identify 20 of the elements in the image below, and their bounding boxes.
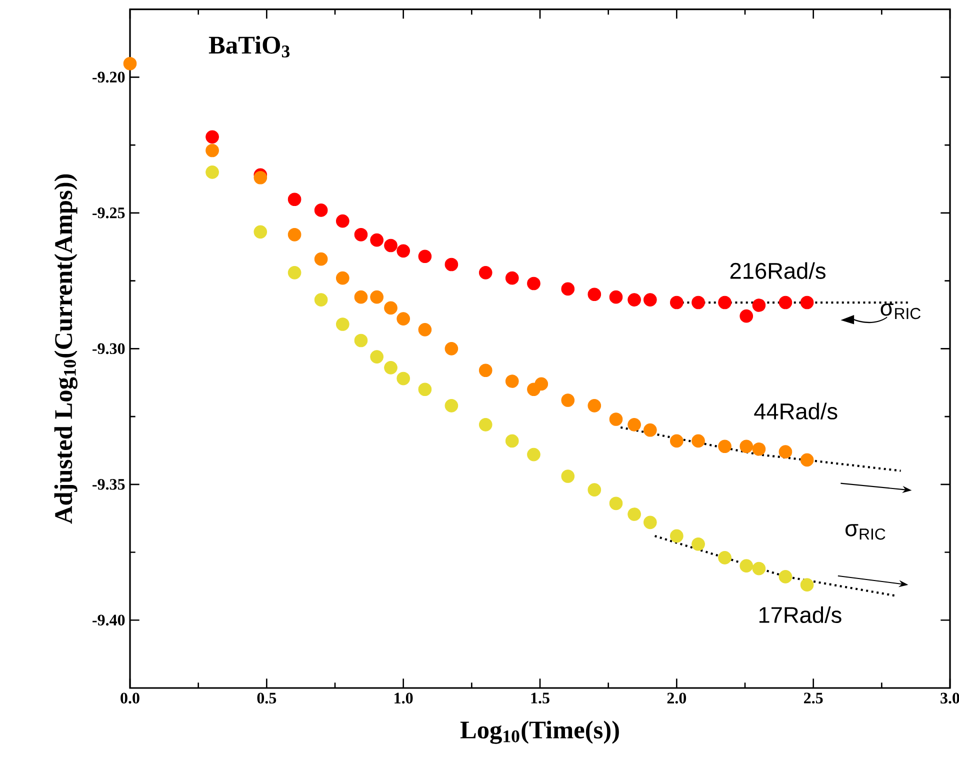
x-tick-label: 1.5 xyxy=(531,692,550,704)
x-tick-label: 0.0 xyxy=(120,692,140,704)
annotation: 17Rad/s xyxy=(759,606,842,624)
annotation: 44Rad/s xyxy=(754,402,838,420)
x-tick-label: 1.0 xyxy=(394,692,413,704)
y-tick-label: -9.40 xyxy=(92,614,125,626)
y-tick-label: -9.35 xyxy=(92,478,125,490)
y-tick-label: -9.30 xyxy=(92,343,125,354)
x-tick-label: 2.0 xyxy=(667,692,686,704)
x-axis-title: Log$_{10}$(Time(s)) xyxy=(460,720,619,744)
x-tick-label: 2.5 xyxy=(804,692,823,704)
x-tick-label: 3.0 xyxy=(940,692,959,704)
text: BaTiO$_{3}$ xyxy=(208,36,290,58)
y-tick-label: -9.20 xyxy=(92,72,125,83)
y-tick-label: -9.25 xyxy=(92,208,125,218)
x-tick-label: 0.5 xyxy=(257,692,276,704)
annotation: σ$_{RIC}$ xyxy=(880,304,921,320)
y-axis-title: Adjusted Log$_{10}$(Current(Amps)) xyxy=(54,174,78,524)
annotation: σ$_{RIC}$ xyxy=(846,524,886,540)
annotation: 216Rad/s xyxy=(730,262,826,279)
